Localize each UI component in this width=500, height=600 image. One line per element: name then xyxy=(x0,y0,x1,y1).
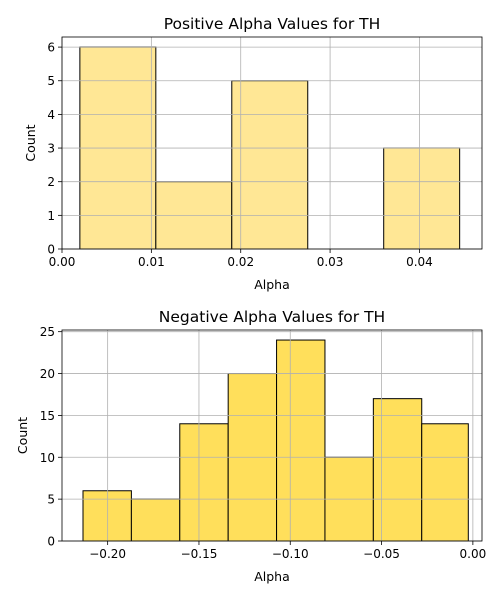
x-tick-label: −0.15 xyxy=(181,547,218,561)
x-tick-label: 0.01 xyxy=(138,255,165,269)
y-tick-label: 25 xyxy=(40,325,55,339)
x-tick-label: 0.00 xyxy=(49,255,76,269)
x-tick-label: −0.20 xyxy=(89,547,126,561)
histogram-bar xyxy=(276,339,326,542)
y-tick-label: 6 xyxy=(47,41,55,55)
y-tick-label: 5 xyxy=(47,493,55,507)
chart-title: Negative Alpha Values for TH xyxy=(159,308,385,326)
y-tick-label: 5 xyxy=(47,74,55,88)
x-tick-label: 0.04 xyxy=(406,255,433,269)
x-axis-label: Alpha xyxy=(254,569,290,584)
chart-title: Positive Alpha Values for TH xyxy=(164,15,381,33)
y-tick-label: 3 xyxy=(47,142,55,156)
y-tick-label: 15 xyxy=(40,409,55,423)
histogram-bar xyxy=(130,498,181,542)
positive-alpha-chart: 0.00 0.01 0.02 0.03 0.04 0 1 2 3 4 5 6 Positive Alph… xyxy=(23,15,483,292)
x-tick-label: −0.05 xyxy=(363,547,400,561)
y-tick-label: 10 xyxy=(40,451,55,465)
plot-frame xyxy=(61,329,483,542)
y-tick-label: 0 xyxy=(47,535,55,549)
x-tick-label: −0.10 xyxy=(272,547,309,561)
plot-frame xyxy=(61,36,483,250)
y-axis-label: Count xyxy=(23,124,38,161)
x-tick-label: 0.03 xyxy=(317,255,344,269)
x-tick-label: 0.02 xyxy=(227,255,254,269)
negative-alpha-chart: −0.20 −0.15 −0.10 −0.05 0.00 0 5 10 15 20 25 Negati… xyxy=(15,308,486,584)
histogram-bar xyxy=(179,423,229,542)
histogram-bar xyxy=(421,423,469,542)
histogram-bar xyxy=(231,80,309,250)
x-axis-label: Alpha xyxy=(254,277,290,292)
y-axis-label: Count xyxy=(15,417,30,454)
histogram-bar xyxy=(372,398,423,542)
y-tick-label: 20 xyxy=(40,367,55,381)
y-tick-label: 1 xyxy=(47,209,55,223)
y-tick-label: 4 xyxy=(47,108,55,122)
y-tick-label: 2 xyxy=(47,175,55,189)
y-tick-label: 0 xyxy=(47,243,55,257)
histogram-bar xyxy=(82,490,132,542)
x-tick-label: 0.00 xyxy=(460,547,487,561)
histogram-bar xyxy=(383,147,461,250)
